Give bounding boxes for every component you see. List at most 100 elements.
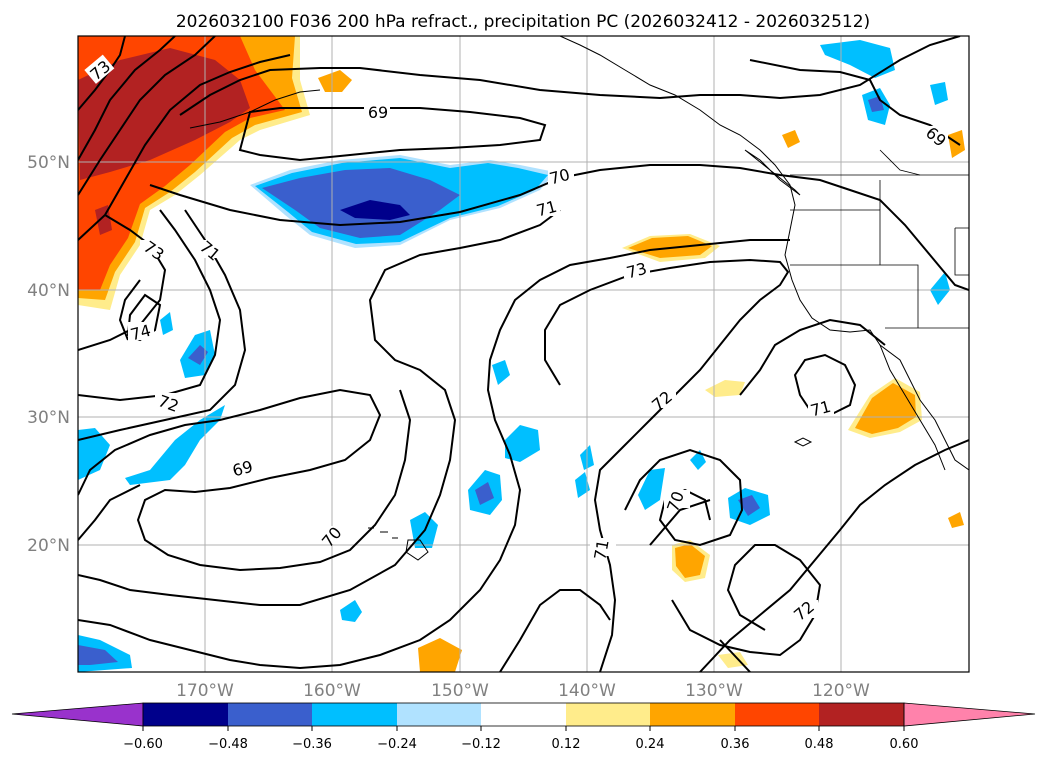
precip-negative-patch-h2 [738,495,760,516]
north-america-coastline [559,36,969,471]
colorbar-extend-high [903,702,1036,727]
lat-label: 20°N [27,536,70,556]
precip-negative-patch-d2 [475,482,494,505]
contour-label-bg [548,166,574,184]
colorbar-tick-label: −0.36 [292,737,332,752]
alaska-peninsula-coast [189,89,321,129]
precip-positive-nw-darkred-2 [95,205,112,235]
colorbar-tick-label: 0.48 [805,737,834,752]
longitude-labels: 170°W 160°W 150°W 140°W 130°W 120°W [176,681,870,701]
precip-positive-orange-patch-1 [318,70,352,92]
contour-line [118,279,141,341]
map-title: 2026032100 F036 200 hPa refract., precip… [176,12,870,32]
colorbar-extend-low [11,702,144,727]
contour-line [179,36,961,116]
precip-negative-patch-a2 [188,345,208,365]
contour-label-bg [196,240,222,258]
lat-label: 30°N [27,408,70,428]
contour-line [78,209,222,402]
precip-positive-patch-h [948,512,964,528]
precip-positive-patch-c2 [855,383,916,434]
vancouver-island [744,149,801,196]
contour-line [78,54,291,241]
precip-negative-patch-o [492,360,510,385]
hawaii-big-island [405,539,429,561]
contour-label-bg [230,458,256,476]
baja-california-coast [879,344,946,471]
colorbar-tick-label: 0.24 [636,737,665,752]
contour-label-bg [664,490,690,508]
state-border [790,264,919,328]
contour-label-bg [140,240,166,258]
colorbar-bin [566,703,650,726]
contour-line [78,239,790,670]
contour-line [78,484,141,541]
precip-negative-patch-m [930,82,948,105]
colorbar-tick-label: −0.48 [208,737,248,752]
contour-line [544,258,790,672]
colorbar-tick-label: −0.24 [377,737,417,752]
colorbar-tick-label: 0.12 [552,737,581,752]
precip-positive-patch-d [705,380,745,397]
contour-label-bg [922,126,948,144]
contour-line [78,388,412,572]
lat-label: 50°N [27,153,70,173]
colorbar-bin [228,703,312,726]
clipperton-island [793,437,813,447]
colorbar-tick-label: −0.60 [123,737,163,752]
colorbar-tick-label: −0.12 [461,737,501,752]
contour-label-bg [792,600,818,618]
contour-label-bg [364,102,390,120]
precip-negative-patch-b [125,405,225,485]
contour-label: 71 [808,397,833,421]
lon-label: 120°W [812,681,870,701]
contour-line [78,36,216,196]
latitude-labels: 50°N 40°N 30°N 20°N [27,153,70,556]
colorbar-frame [142,702,905,727]
colorbar-tick-label: 0.36 [721,737,750,752]
contour-label-bg [534,198,560,216]
colorbar-bin [735,703,819,726]
contour-label-bg [650,390,676,408]
contour-label: 71 [590,538,612,561]
colorbar-tick-label: 0.60 [890,737,919,752]
contour-label-bg [128,322,154,340]
contour-label-bg [84,54,115,84]
precip-negative-patch-n [930,272,950,305]
precip-positive-patch-b [418,638,462,672]
colorbar-ticks [142,726,905,731]
coastlines [189,36,969,561]
precip-positive-patch-e [782,130,800,148]
lon-label: 130°W [685,681,743,701]
colorbar-bin [143,703,228,726]
contour-line [671,544,822,657]
contour-line [699,439,969,672]
contour-line [719,639,751,672]
colorbar-bin [819,703,904,726]
contour-label: 69 [368,103,388,122]
contour-line [78,36,176,161]
contour-label: 73 [624,259,649,283]
colorbar-bin [481,703,566,726]
state-border [879,149,921,176]
contour-label-bg [808,398,834,416]
colorbar-bin [650,703,735,726]
colorbar-bin [312,703,397,726]
contour-label: 69 [230,457,255,481]
contour-line [499,589,611,672]
contour-line [649,499,711,546]
colorbar-bin [397,703,481,726]
contour-label: 71 [534,197,559,221]
precip-negative-patch-k [820,40,895,78]
contour-line [149,164,969,291]
precip-negative-patch-e [505,425,540,462]
contour-line [739,318,886,396]
precip-negative-patch-j [340,600,362,622]
map-panel: 73 69 70 71 69 73 71 74 72 69 [77,35,970,673]
contour-line [749,59,961,146]
political-borders [790,149,969,329]
contour-label-bg [320,526,346,544]
contour-label: 74 [128,321,153,345]
contour-label-bg [590,538,616,556]
